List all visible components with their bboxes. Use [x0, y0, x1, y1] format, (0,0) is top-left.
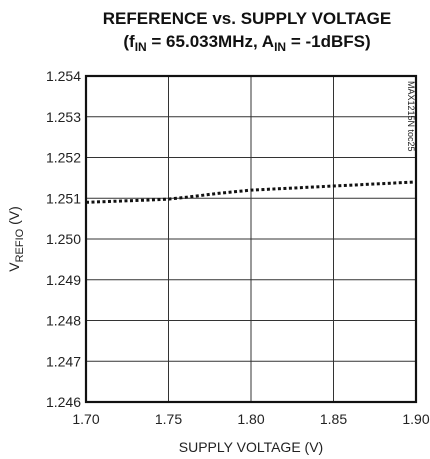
- x-tick-label: 1.75: [155, 411, 182, 427]
- title-part-f: (f: [123, 32, 135, 51]
- plot-series: [85, 180, 417, 204]
- y-tick-label: 1.246: [46, 394, 81, 410]
- chart-title-line1: REFERENCE vs. SUPPLY VOLTAGE: [103, 9, 391, 28]
- y-tick-label: 1.251: [46, 190, 81, 206]
- x-tick-label: 1.80: [237, 411, 264, 427]
- y-tick-labels: 1.246 1.247 1.248 1.249 1.250 1.251 1.252 1.253…: [46, 68, 81, 410]
- y-tick-label: 1.252: [46, 150, 81, 166]
- x-tick-labels: 1.70 1.75 1.80 1.85 1.90: [72, 411, 429, 427]
- x-axis-label: SUPPLY VOLTAGE (V): [179, 439, 323, 455]
- y-tick-label: 1.250: [46, 231, 81, 247]
- y-tick-label: 1.254: [46, 68, 81, 84]
- x-tick-label: 1.90: [402, 411, 429, 427]
- grid-lines: [86, 76, 416, 402]
- title-sub-in-2: IN: [274, 40, 286, 54]
- plot-frame: [84, 74, 418, 404]
- y-tick-label: 1.248: [46, 313, 81, 329]
- chart-title-line2: (fIN = 65.033MHz, AIN = -1dBFS): [123, 32, 370, 54]
- y-tick-label: 1.247: [46, 353, 81, 369]
- y-label-unit: (V): [6, 206, 22, 229]
- title-part-mid: = 65.033MHz, A: [147, 32, 274, 51]
- y-tick-label: 1.253: [46, 109, 81, 125]
- title-part-end: = -1dBFS): [286, 32, 371, 51]
- y-axis-label: VREFIO (V): [6, 206, 26, 272]
- y-tick-label: 1.249: [46, 272, 81, 288]
- y-label-v: V: [6, 262, 22, 272]
- x-tick-label: 1.85: [320, 411, 347, 427]
- x-tick-label: 1.70: [72, 411, 99, 427]
- series-line: [85, 180, 417, 204]
- y-label-sub: REFIO: [14, 228, 26, 262]
- title-sub-in-1: IN: [135, 40, 147, 54]
- figure-code: MAX1215N toc25: [406, 81, 416, 152]
